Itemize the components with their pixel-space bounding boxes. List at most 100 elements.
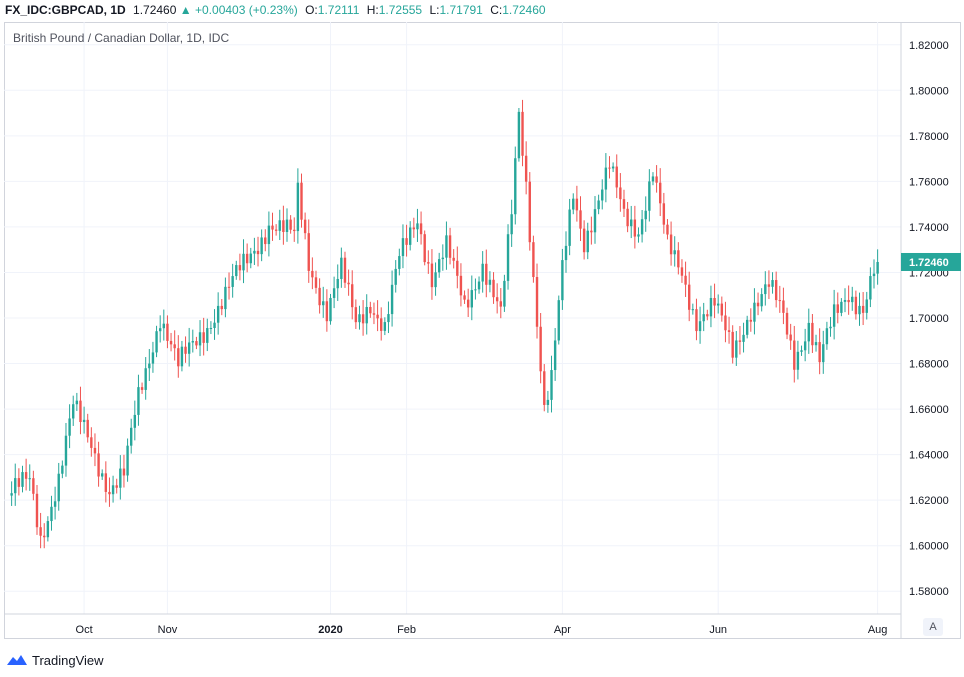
high-label: H:: [366, 3, 379, 17]
candle-body: [82, 419, 86, 423]
candlestick-chart[interactable]: 1.58000 1.60000 1.62000 1.64000 1.66000 1.680…: [4, 22, 961, 639]
candle-body: [351, 284, 354, 308]
candle-body: [869, 276, 872, 300]
candle-body: [532, 242, 535, 278]
candle-body: [187, 342, 191, 354]
candle-body: [662, 203, 666, 225]
candle-body: [267, 225, 271, 245]
candle-body: [216, 305, 220, 323]
candle-body: [198, 332, 202, 346]
candle-body: [412, 227, 416, 230]
candle-body: [456, 260, 459, 276]
candle-body: [398, 256, 401, 269]
candle-body: [173, 344, 176, 349]
candle-body: [793, 340, 796, 370]
candle-body: [180, 346, 184, 367]
candle-body: [843, 299, 847, 302]
candle-body: [122, 468, 126, 476]
candle-body: [774, 280, 778, 301]
candle-body: [361, 314, 365, 324]
candle-body: [390, 284, 394, 315]
candle-body: [409, 227, 412, 245]
candle-body: [394, 268, 397, 285]
candle-body: [753, 302, 756, 322]
candle-body: [716, 303, 720, 306]
candle-body: [68, 418, 71, 436]
candle-body: [336, 278, 339, 289]
candle-body: [46, 521, 50, 538]
candle-body: [825, 328, 829, 345]
candle-body: [325, 301, 329, 322]
chart-frame: [4, 22, 961, 639]
candle-body: [235, 265, 238, 277]
candle-body: [488, 279, 492, 285]
candle-body: [177, 348, 180, 367]
candle-body: [539, 326, 542, 372]
candle-body: [463, 295, 466, 300]
candle-body: [61, 465, 64, 474]
candle-body: [546, 399, 550, 405]
candle-body: [644, 210, 647, 220]
candle-body: [485, 263, 488, 285]
candle-body: [499, 301, 502, 307]
candle-body: [840, 301, 843, 313]
candle-body: [169, 340, 173, 345]
open-value: 1.72111: [317, 3, 360, 17]
candle-body: [876, 261, 879, 274]
candle-body: [151, 352, 155, 364]
candle-body: [434, 272, 437, 288]
candle-body: [369, 306, 372, 314]
candle-body: [104, 473, 108, 492]
candle-body: [760, 294, 763, 307]
candle-body: [224, 286, 227, 310]
price-change: +0.00403 (+0.23%): [195, 3, 298, 17]
candle-body: [637, 234, 640, 237]
auto-scale-button[interactable]: A: [923, 618, 943, 636]
candle-body: [278, 220, 281, 231]
candle-body: [608, 167, 611, 169]
candle-body: [448, 235, 452, 258]
candle-body: [437, 259, 441, 273]
candle-body: [619, 187, 622, 200]
candle-body: [666, 224, 669, 235]
candle-body: [861, 305, 865, 313]
candle-body: [79, 400, 82, 423]
y-tick-label: 1.64000: [909, 450, 949, 462]
candle-body: [343, 257, 347, 283]
candle-body: [129, 427, 133, 446]
candle-body: [64, 435, 68, 466]
candle-body: [611, 166, 615, 169]
candle-body: [260, 237, 263, 255]
candle-body: [441, 257, 445, 260]
candle-body: [347, 282, 350, 285]
tradingview-brand[interactable]: TradingView: [6, 650, 104, 670]
candle-body: [517, 111, 521, 159]
candle-body: [86, 419, 89, 438]
candle-body: [749, 319, 753, 322]
candle-body: [206, 328, 209, 343]
candle-body: [521, 111, 524, 156]
candle-body: [477, 281, 481, 290]
candle-body: [630, 219, 633, 227]
candle-body: [445, 235, 448, 258]
last-price: 1.72460: [133, 3, 177, 17]
candle-body: [764, 284, 767, 295]
candle-body: [597, 200, 600, 210]
candle-body: [423, 234, 426, 263]
candle-body: [854, 296, 858, 315]
candle-body: [387, 314, 390, 323]
candle-body: [543, 371, 546, 405]
candle-body: [811, 322, 814, 346]
candle-body: [553, 340, 557, 371]
candle-body: [158, 328, 162, 332]
candle-body: [713, 297, 716, 306]
candle-body: [590, 230, 593, 233]
candle-body: [253, 250, 256, 254]
candle-body: [303, 219, 307, 234]
candle-body: [314, 277, 318, 288]
candle-body: [550, 370, 553, 400]
candle-body: [622, 199, 626, 209]
candle-body: [137, 387, 140, 415]
candle-body: [677, 250, 680, 268]
candle-body: [673, 250, 676, 255]
